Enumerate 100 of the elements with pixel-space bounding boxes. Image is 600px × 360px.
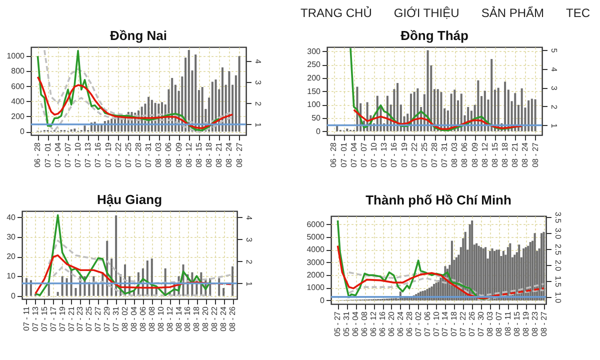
bar <box>534 99 536 132</box>
y-tick-label: 0 <box>11 291 16 300</box>
text: GIỚI THIỆU <box>394 6 460 20</box>
x-tick-label: 07 - 13 <box>84 142 93 168</box>
y-tick-label: 1000 <box>6 52 26 61</box>
y2-tick-label: 1 <box>550 123 558 128</box>
x-tick-label: 06 - 28 <box>33 142 42 168</box>
x-tick-label: 07 - 01 <box>339 142 348 168</box>
y2-tick-label: 2 <box>244 260 254 265</box>
bar <box>346 128 348 132</box>
x-tick-label: 07 - 04 <box>53 142 62 168</box>
y2-tick-label: 3.0 <box>554 228 562 240</box>
bar <box>506 247 509 300</box>
y2-tick-label: 4 <box>244 215 254 220</box>
x-tick-label: 06 - 20 <box>386 310 396 336</box>
x-tick-label: 06 - 16 <box>378 310 388 336</box>
x-tick-label: 07 - 16 <box>390 142 399 168</box>
x-tick-label: 07 - 22 <box>114 142 123 168</box>
y2-tick-label: 1.0 <box>554 292 562 304</box>
bar <box>426 50 429 132</box>
x-tick-label: 07 - 28 <box>430 142 439 168</box>
y2-tick-label: 3.5 <box>554 212 562 224</box>
chart-title: Thành phố Hồ Chí Minh <box>366 192 512 208</box>
x-tick-label: 08 - 12 <box>165 306 174 332</box>
bar <box>97 284 100 296</box>
x-tick-label: 08 - 21 <box>214 142 224 168</box>
bar <box>520 88 523 132</box>
y2-tick-label: 4 <box>550 67 558 72</box>
y-tick-label: 0 <box>20 127 26 136</box>
line-series <box>34 214 212 296</box>
y-tick-label: 5000 <box>306 232 326 242</box>
bar <box>477 80 480 132</box>
x-tick-label: 08 - 11 <box>503 310 512 336</box>
chart-title: Đồng Tháp <box>400 28 468 43</box>
y-tick-label: 4000 <box>306 245 326 254</box>
bar <box>514 93 516 132</box>
line-series <box>40 96 234 133</box>
line-series <box>52 266 212 296</box>
y-tick-label: 6000 <box>306 220 326 229</box>
y-tick-label: 1000 <box>306 283 326 292</box>
bar <box>478 246 480 300</box>
x-tick-label: 06 - 04 <box>351 310 360 336</box>
bar <box>528 100 530 132</box>
x-tick-label: 07 - 07 <box>63 142 72 168</box>
x-tick-label: 08 - 14 <box>174 306 184 332</box>
x-tick-label: 07 - 31 <box>144 142 154 168</box>
x-tick-label: 08 - 15 <box>194 142 204 168</box>
bar <box>529 242 532 300</box>
x-tick-label: 07 - 06 <box>422 310 432 336</box>
y-tick-label: 2000 <box>306 270 326 280</box>
x-tick-label: 08 - 22 <box>210 306 220 332</box>
bar <box>440 278 442 300</box>
y2-tick-label: 2 <box>550 104 558 110</box>
x-tick-label: 07 - 21 <box>66 306 76 332</box>
x-tick-label: 07 - 14 <box>440 310 450 336</box>
bar <box>222 288 225 296</box>
bar <box>491 248 494 300</box>
x-tick-label: 07 - 18 <box>450 310 459 336</box>
x-tick-label: 08 - 24 <box>520 142 530 168</box>
x-tick-label: 07 - 15 <box>40 306 49 332</box>
x-tick-label: 07 - 22 <box>458 310 468 336</box>
x-tick-label: 08 - 27 <box>530 142 540 168</box>
x-tick-label: 08 - 26 <box>228 306 238 332</box>
x-tick-label: 06 - 12 <box>369 310 378 336</box>
y2-tick-label: 1 <box>244 282 254 287</box>
y2-tick-label: 2.0 <box>554 260 562 272</box>
x-tick-label: 08 - 27 <box>234 142 244 168</box>
x-tick-label: 07 - 10 <box>432 310 441 336</box>
x-tick-label: 08 - 18 <box>500 142 510 168</box>
bar <box>232 266 234 296</box>
y-tick-label: 300 <box>307 46 322 56</box>
bar <box>471 220 474 300</box>
x-tick-label: 08 - 19 <box>521 310 530 336</box>
bar <box>476 243 478 300</box>
bar <box>30 280 32 296</box>
bar <box>468 224 471 300</box>
y-tick-label: 200 <box>307 73 322 82</box>
bar <box>238 56 240 132</box>
y-tick-label: 0 <box>320 296 326 305</box>
y-tick-label: 50 <box>312 113 322 122</box>
bar <box>436 89 439 132</box>
bar <box>61 276 64 296</box>
y-tick-label: 20 <box>6 252 16 262</box>
x-tick-label: 07 - 10 <box>370 142 379 168</box>
y2-tick-label: 3 <box>244 238 254 243</box>
y-tick-label: 400 <box>11 96 26 106</box>
text: SẢN PHẨM <box>481 6 544 20</box>
x-tick-label: 07 - 30 <box>476 310 486 336</box>
text: TRANG CHỦ <box>300 6 372 20</box>
x-tick-label: 08 - 15 <box>512 310 522 336</box>
bar <box>74 128 76 132</box>
x-tick-label: 07 - 10 <box>74 142 83 168</box>
x-tick-label: 08 - 06 <box>138 306 148 332</box>
x-tick-label: 08 - 21 <box>510 142 520 168</box>
y-tick-label: 0 <box>316 126 322 136</box>
bar <box>336 126 338 132</box>
x-tick-label: 07 - 29 <box>102 306 112 332</box>
y2-tick-label: 2 <box>254 101 262 106</box>
line-series <box>348 277 545 302</box>
y2-tick-label: 5 <box>550 48 558 54</box>
